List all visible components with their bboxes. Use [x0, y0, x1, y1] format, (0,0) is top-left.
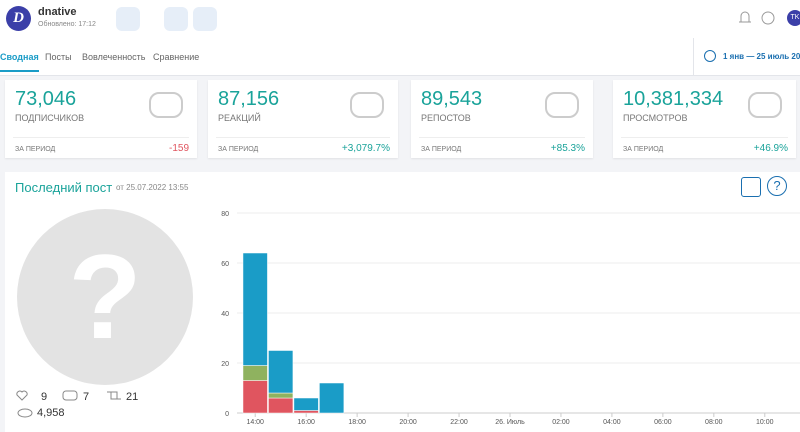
post-date: от 25.07.2022 13:55	[116, 183, 189, 192]
card-icon	[545, 92, 579, 118]
updated: Обновлено: 17:12	[38, 21, 96, 28]
bar-segment	[242, 365, 268, 381]
x-tick-label: 06:00	[654, 419, 672, 426]
stat-card: 89,543 РЕПОСТОВ ЗА ПЕРИОД +85.3%	[411, 80, 593, 158]
card-period: ЗА ПЕРИОД	[623, 146, 664, 153]
bar-segment	[293, 410, 319, 414]
x-tick-label: 02:00	[552, 419, 570, 426]
y-tick-label: 40	[221, 311, 229, 318]
tab[interactable]: Сравнение	[153, 52, 200, 62]
card-icon	[748, 92, 782, 118]
card-change: -159	[168, 143, 189, 154]
post-views: 4,958	[37, 407, 65, 419]
x-tick-label: 08:00	[705, 419, 723, 426]
bar-segment	[242, 380, 268, 414]
card-period: ЗА ПЕРИОД	[15, 146, 56, 153]
card-value: 10,381,334	[623, 88, 724, 110]
bar-segment	[268, 392, 294, 399]
x-tick-label: 14:00	[246, 419, 264, 426]
help-button[interactable]: ?	[767, 176, 787, 196]
card-label: РЕАКЦИЙ	[218, 113, 261, 123]
post-stat-icons	[16, 390, 121, 418]
x-tick-label: 22:00	[450, 419, 468, 426]
icons	[739, 11, 775, 25]
card-divider	[216, 137, 390, 138]
search-button[interactable]	[193, 7, 217, 31]
bar-segment	[242, 252, 268, 366]
x-tick-label: 18:00	[348, 419, 366, 426]
tab[interactable]: Сводная	[0, 52, 39, 72]
account-name[interactable]: dnative	[38, 6, 77, 18]
card-change: +46.9%	[753, 143, 788, 154]
qr-button[interactable]	[164, 7, 188, 31]
y-tick-label: 0	[225, 411, 229, 418]
card-label: ПОДПИСЧИКОВ	[15, 113, 85, 123]
date-range[interactable]: 1 янв — 25 июль 2022	[723, 52, 800, 61]
card-value: 89,543	[421, 88, 483, 110]
card-change: +3,079.7%	[341, 143, 390, 154]
card-divider	[621, 137, 788, 138]
user-avatar[interactable]: TK	[787, 10, 800, 26]
bar-segment	[268, 397, 294, 414]
card-label: РЕПОСТОВ	[421, 113, 471, 123]
tab[interactable]: Посты	[45, 52, 72, 62]
tab[interactable]: Вовлеченность	[82, 52, 146, 62]
x-tick-label: 16:00	[297, 419, 315, 426]
card-label: ПРОСМОТРОВ	[623, 113, 688, 123]
post-likes: 9	[41, 391, 48, 403]
stat-card: 87,156 РЕАКЦИЙ ЗА ПЕРИОД +3,079.7%	[208, 80, 398, 158]
card-divider	[419, 137, 585, 138]
post-reposts: 21	[126, 391, 139, 403]
stat-card: 73,046 ПОДПИСЧИКОВ ЗА ПЕРИОД -159	[5, 80, 197, 158]
card-divider	[13, 137, 189, 138]
x-tick-label: 20:00	[399, 419, 417, 426]
card-change: +85.3%	[550, 143, 585, 154]
y-tick-label: 20	[221, 361, 229, 368]
bar-segment	[319, 382, 345, 414]
card-value: 87,156	[218, 88, 280, 110]
bar-segment	[268, 350, 294, 394]
download-button[interactable]	[741, 177, 761, 197]
tab-bar: 1 янв — 25 июль 2022 Сводная Посты Вовлече…	[0, 38, 800, 76]
delete-button[interactable]	[116, 7, 140, 31]
x-tick-label: 26. Июль	[495, 419, 525, 426]
header: D dnative Обновлено: 17:12 TK	[0, 0, 800, 38]
y-tick-label: 60	[221, 261, 229, 268]
card-icon	[350, 92, 384, 118]
card-period: ЗА ПЕРИОД	[421, 146, 462, 153]
y-tick-label: 80	[221, 211, 229, 218]
post-placeholder: ?	[17, 209, 193, 385]
post-comments: 7	[83, 391, 90, 403]
x-tick-label: 10:00	[756, 419, 774, 426]
post-title: Последний пост	[15, 180, 113, 195]
stat-card: 10,381,334 ПРОСМОТРОВ ЗА ПЕРИОД +46.9%	[613, 80, 796, 158]
logo: D	[6, 6, 31, 31]
card-value: 73,046	[15, 88, 77, 110]
bar-segment	[293, 397, 319, 411]
card-period: ЗА ПЕРИОД	[218, 146, 259, 153]
x-tick-label: 04:00	[603, 419, 621, 426]
last-post-panel: Последний пост от 25.07.2022 13:55 ? ? 9…	[5, 172, 800, 432]
card-icon	[149, 92, 183, 118]
